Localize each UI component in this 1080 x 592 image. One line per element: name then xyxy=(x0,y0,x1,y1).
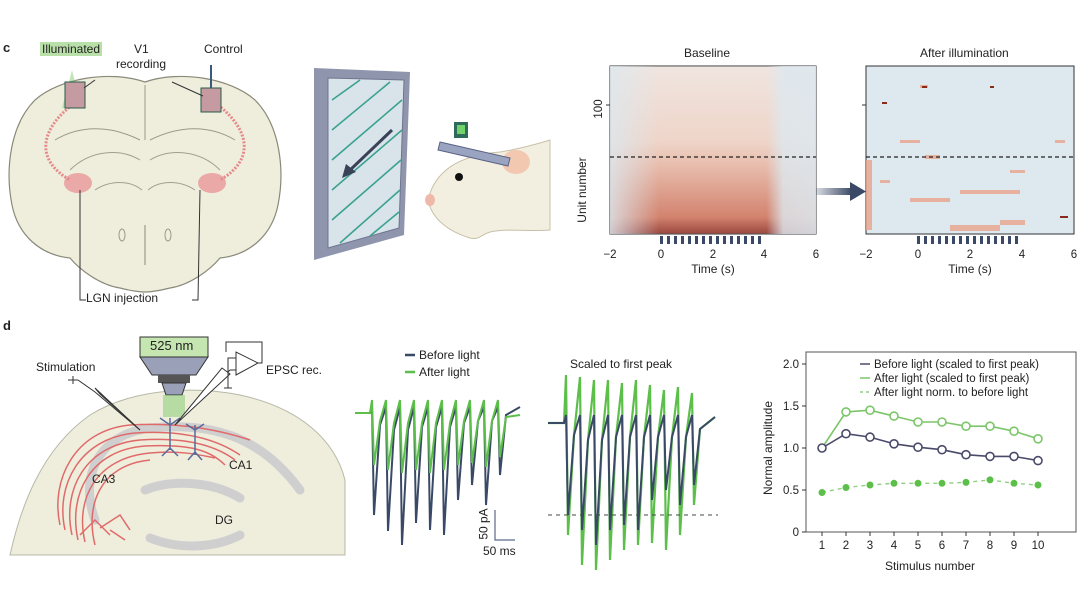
legend-before: Before light (scaled to first peak) xyxy=(874,359,1039,371)
xtick: 0 xyxy=(915,249,921,261)
xtick: 0 xyxy=(658,249,664,261)
ytick: 2.0 xyxy=(783,359,799,371)
xtick: 1 xyxy=(819,540,825,552)
baseline-heatmap-panel: Baseline 100 Unit number −2 0 2 4 6 Time… xyxy=(570,40,830,280)
after-illumination-heatmap: −2 0 2 4 6 Time (s) xyxy=(859,65,1077,276)
lgn-injection-label: LGN injection xyxy=(86,291,159,305)
ytick: 0.5 xyxy=(783,485,799,497)
chart-ylabel: Normal amplitude xyxy=(761,401,775,495)
scaled-traces-panel: Scaled to first peak xyxy=(540,345,740,571)
panel-d-letter: d xyxy=(3,318,11,333)
xtick: 5 xyxy=(915,540,921,552)
series-after-light xyxy=(821,409,1039,449)
hippocampus-diagram: 525 nm Stimulation EPSC rec. CA3 CA1 DG xyxy=(0,330,350,565)
wavelength-label: 525 nm xyxy=(150,338,194,353)
v1-label: V1 xyxy=(134,42,149,56)
legend-after-light: After light xyxy=(419,365,470,379)
legend-before-light: Before light xyxy=(419,348,480,362)
recording-label: recording xyxy=(116,57,167,71)
baseline-title: Baseline xyxy=(684,46,731,60)
xtick: 8 xyxy=(987,540,993,552)
epsc-rec-label: EPSC rec. xyxy=(266,363,323,377)
line-chart: 0 0.5 1.0 1.5 2.0 1 2 3 4 5 6 7 8 9 10 S… xyxy=(761,351,1077,573)
xtick: 6 xyxy=(939,540,945,552)
scaled-traces-plot xyxy=(548,374,718,571)
xtick: 4 xyxy=(761,249,768,261)
after-xlabel: Time (s) xyxy=(948,262,992,276)
xtick: 2 xyxy=(710,249,716,261)
baseline-ylabel: Unit number xyxy=(575,157,589,222)
stimulation-label: Stimulation xyxy=(36,360,96,374)
ytick: 0 xyxy=(793,527,799,539)
monitor-and-mouse-illustration xyxy=(314,68,551,260)
xtick: 10 xyxy=(1032,540,1045,552)
legend-norm: After light norm. to before light xyxy=(874,387,1029,399)
series-before-light xyxy=(821,432,1039,462)
transition-arrow-icon xyxy=(816,182,866,201)
xtick: 9 xyxy=(1011,540,1017,552)
xtick: 2 xyxy=(967,249,973,261)
xtick: −2 xyxy=(603,249,616,261)
dg-label: DG xyxy=(215,513,233,527)
brain-section-illustration xyxy=(8,65,282,301)
xtick: 4 xyxy=(891,540,898,552)
epsc-traces-panel: Before light After light 50 pA 50 ms xyxy=(350,345,550,570)
control-label: Control xyxy=(204,42,243,56)
baseline-xlabel: Time (s) xyxy=(691,262,735,276)
chart-xlabel: Stimulus number xyxy=(885,559,975,573)
visual-stimulus-diagram xyxy=(300,60,551,260)
ytick: 1.5 xyxy=(783,401,799,413)
baseline-heatmap: 100 Unit number −2 0 2 4 6 Time (s) xyxy=(575,65,819,276)
scaled-title: Scaled to first peak xyxy=(570,357,673,371)
series-after-norm-to-before xyxy=(821,479,1039,494)
xtick: 4 xyxy=(1019,249,1026,261)
after-illumination-heatmap-panel: After illumination −2 0 2 4 6 Time (s) xyxy=(810,40,1080,280)
panel-c-letter: c xyxy=(3,40,11,55)
normal-amplitude-chart: 0 0.5 1.0 1.5 2.0 1 2 3 4 5 6 7 8 9 10 S… xyxy=(760,340,1080,580)
ca1-label: CA1 xyxy=(229,458,253,472)
illuminated-label: Illuminated xyxy=(40,42,103,56)
after-illumination-title: After illumination xyxy=(920,46,1009,60)
ytick: 1.0 xyxy=(783,443,799,455)
xtick: 6 xyxy=(1071,249,1077,261)
baseline-ytick: 100 xyxy=(593,99,605,118)
xtick: 2 xyxy=(843,540,849,552)
scale-bar-pa: 50 pA xyxy=(476,508,491,540)
epsc-traces-plot xyxy=(355,353,521,546)
scale-bar-ms: 50 ms xyxy=(483,544,516,558)
ca3-label: CA3 xyxy=(92,472,116,486)
xtick: 7 xyxy=(963,540,969,552)
hippocampus-illustration xyxy=(9,336,346,556)
legend-after: After light (scaled to first peak) xyxy=(874,373,1029,385)
xtick: −2 xyxy=(859,249,872,261)
xtick: 3 xyxy=(867,540,873,552)
brain-coronal-diagram: Illuminated V1 recording Control LGN inj… xyxy=(0,30,290,310)
xtick: 6 xyxy=(813,249,819,261)
